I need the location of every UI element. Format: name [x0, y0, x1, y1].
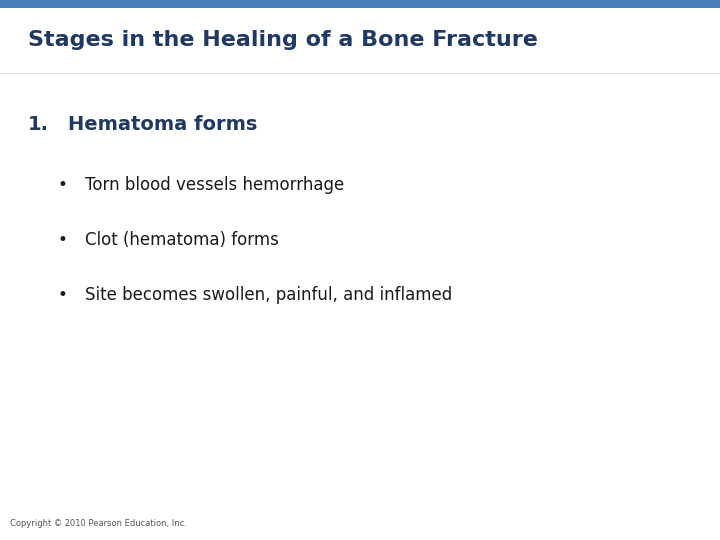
Text: 1.: 1. — [28, 116, 49, 134]
Text: •: • — [57, 176, 67, 194]
Text: Stages in the Healing of a Bone Fracture: Stages in the Healing of a Bone Fracture — [28, 30, 538, 50]
Text: Hematoma forms: Hematoma forms — [68, 116, 257, 134]
Text: Torn blood vessels hemorrhage: Torn blood vessels hemorrhage — [85, 176, 344, 194]
Text: •: • — [57, 231, 67, 249]
Text: •: • — [57, 286, 67, 304]
Text: Site becomes swollen, painful, and inflamed: Site becomes swollen, painful, and infla… — [85, 286, 452, 304]
Bar — [0, 0, 720, 8]
Text: Clot (hematoma) forms: Clot (hematoma) forms — [85, 231, 279, 249]
Text: Copyright © 2010 Pearson Education, Inc.: Copyright © 2010 Pearson Education, Inc. — [10, 519, 187, 528]
